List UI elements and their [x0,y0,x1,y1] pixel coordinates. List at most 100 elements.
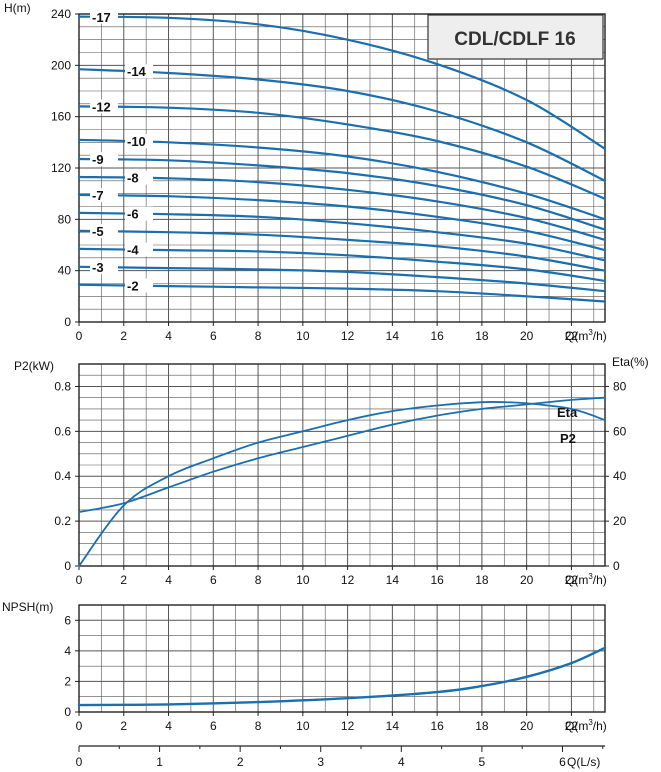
head-stage-label: -4 [127,243,139,258]
power-xtick-label: 18 [475,573,489,587]
npsh-ytick-label: 4 [64,644,71,658]
ls-axis-tick-label: 6 [559,755,566,769]
power-xtick-label: 0 [76,573,83,587]
power-ytick-label: 0.6 [54,424,71,438]
npsh-ytick-label: 0 [64,705,71,719]
npsh-xtick-label: 22 [565,719,579,733]
ls-axis-tick-label: 0 [76,755,83,769]
head-curve-series-6 [77,193,607,252]
head-stage-label: -6 [127,207,139,222]
power-ytick-label: 0.8 [54,379,71,393]
head-curve-series-1 [77,68,607,182]
head-stage-label-bg [90,224,118,239]
power-xtick-label: 6 [210,573,217,587]
power-curve-eta [78,400,606,567]
head-xtick-label: 16 [430,329,444,343]
head-curve-series-5 [77,175,607,241]
power-xtick-label: 10 [296,573,310,587]
npsh-xtick-label: 20 [520,719,534,733]
power-series-label-p2: P2 [560,431,576,446]
power-ytick-label: 0.4 [54,469,71,483]
head-stage-label-bg [125,278,153,293]
npsh-xtick-label: 0 [76,719,83,733]
head-ytick-label: 120 [51,161,71,175]
head-stage-label: -12 [92,100,111,115]
ls-axis-tick-label: 4 [398,755,405,769]
power-xtick-label: 16 [430,573,444,587]
head-stage-label-bg [90,188,118,203]
npsh-curve [77,646,607,707]
npsh-y-axis-label: NPSH(m) [2,600,53,614]
head-stage-label-bg [90,260,118,275]
head-xtick-label: 6 [210,329,217,343]
chart-title: CDL/CDLF 16 [454,29,575,50]
head-curve-series-7 [77,211,607,262]
head-xtick-label: 2 [120,329,127,343]
head-xtick-label: 4 [165,329,172,343]
head-stage-label: -8 [127,171,139,186]
npsh-xtick-label: 2 [120,719,127,733]
power-y2-axis-label: Eta(%) [612,355,649,369]
power-y-axis-label: P2(kW) [14,359,54,373]
head-ytick-label: 160 [51,110,71,124]
head-stage-label-bg [125,242,153,257]
power-xtick-label: 4 [165,573,172,587]
power-y2tick-label: 60 [613,424,627,438]
head-stage-label: -10 [127,134,146,149]
head-xtick-label: 14 [386,329,400,343]
head-curve-series-4 [77,157,607,231]
head-curve-series-3 [77,138,607,221]
head-stage-label: -17 [92,10,111,25]
power-y2tick-label: 20 [613,514,627,528]
npsh-frame [78,604,606,713]
power-xtick-label: 22 [565,573,579,587]
power-ytick-label: 0 [64,559,71,573]
head-ytick-label: 200 [51,58,71,72]
power-frame [78,363,606,567]
head-curve-series-9 [77,247,607,282]
npsh-ytick-label: 2 [64,674,71,688]
head-curve-series-2 [77,105,607,200]
power-xtick-label: 2 [120,573,127,587]
head-stage-label: -5 [92,224,104,239]
head-xtick-label: 8 [255,329,262,343]
power-ytick-label: 0.2 [54,514,71,528]
head-curve-series-11 [77,283,607,303]
head-xtick-label: 20 [520,329,534,343]
power-xtick-label: 20 [520,573,534,587]
head-ytick-label: 80 [58,212,72,226]
head-xtick-label: 18 [475,329,489,343]
power-curve-p2 [78,396,606,513]
head-xtick-label: 22 [565,329,579,343]
head-stage-label-bg [125,170,153,185]
head-stage-label: -9 [92,152,104,167]
npsh-xtick-label: 14 [386,719,400,733]
head-ytick-label: 0 [64,315,71,329]
npsh-xtick-label: 16 [430,719,444,733]
power-xtick-label: 14 [386,573,400,587]
head-stage-label: -14 [127,64,147,79]
npsh-ytick-label: 6 [64,613,71,627]
head-stage-label-bg [125,206,153,221]
ls-axis-tick-label: 3 [317,755,324,769]
head-curve-series-8 [77,229,607,272]
power-xtick-label: 8 [255,573,262,587]
head-curve-series-10 [77,265,607,293]
head-xtick-label: 12 [341,329,355,343]
head-xtick-label: 10 [296,329,310,343]
ls-axis-tick-label: 2 [237,755,244,769]
head-curve-series-0 [77,15,607,150]
npsh-x-axis-label: Q(m3/h) [565,718,607,733]
npsh-xtick-label: 10 [296,719,310,733]
npsh-xtick-label: 4 [165,719,172,733]
head-stage-label-bg [125,134,153,149]
npsh-xtick-label: 18 [475,719,489,733]
title-box [427,14,604,60]
head-y-axis-label: H(m) [4,1,31,15]
ls-axis-tick-label: 5 [479,755,486,769]
head-stage-label-bg [90,99,118,114]
npsh-xtick-label: 6 [210,719,217,733]
power-series-label-eta: Eta [557,405,578,420]
npsh-xtick-label: 8 [255,719,262,733]
